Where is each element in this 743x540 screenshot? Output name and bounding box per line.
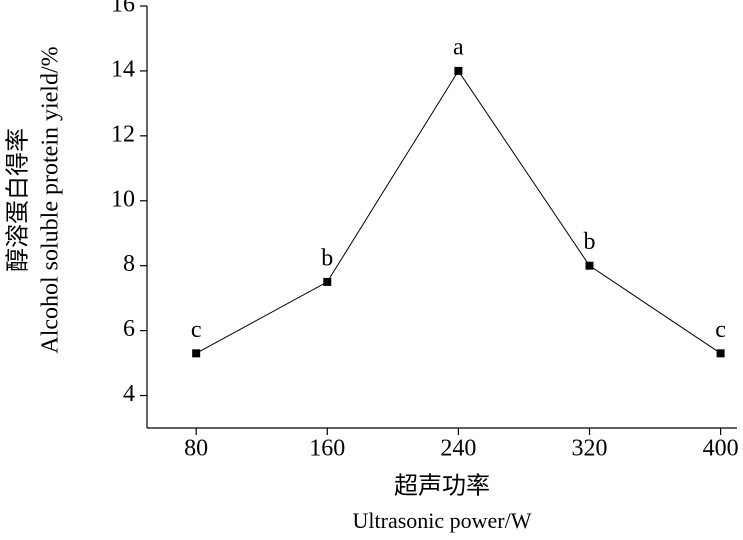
y-axis-label: 醇溶蛋白得率: [5, 128, 32, 272]
x-axis-label: Ultrasonic power/W: [353, 508, 532, 533]
point-label: b: [584, 229, 596, 255]
data-point: [192, 349, 201, 358]
y-tick-label: 12: [111, 121, 135, 147]
x-axis-label: 超声功率: [394, 473, 490, 500]
y-tick-label: 14: [111, 56, 135, 82]
x-tick-label: 160: [309, 436, 345, 462]
data-line: [195, 70, 721, 354]
data-point: [454, 66, 463, 75]
x-tick-label: 320: [572, 436, 608, 462]
point-label: c: [191, 317, 202, 343]
y-axis-label: Alcohol soluble protein yield/%: [38, 46, 64, 353]
data-point: [323, 277, 332, 286]
x-tick-label: 80: [184, 436, 208, 462]
y-tick-label: 10: [111, 186, 135, 212]
y-tick-label: 8: [123, 251, 135, 277]
x-tick-label: 240: [440, 436, 476, 462]
point-label: a: [453, 34, 464, 60]
y-tick-label: 6: [123, 316, 135, 342]
y-tick-label: 16: [111, 0, 135, 18]
y-tick-label: 4: [123, 381, 135, 407]
point-label: c: [715, 317, 726, 343]
data-point: [585, 261, 594, 270]
point-label: b: [321, 245, 333, 271]
data-point: [716, 349, 725, 358]
x-tick-label: 400: [703, 436, 739, 462]
